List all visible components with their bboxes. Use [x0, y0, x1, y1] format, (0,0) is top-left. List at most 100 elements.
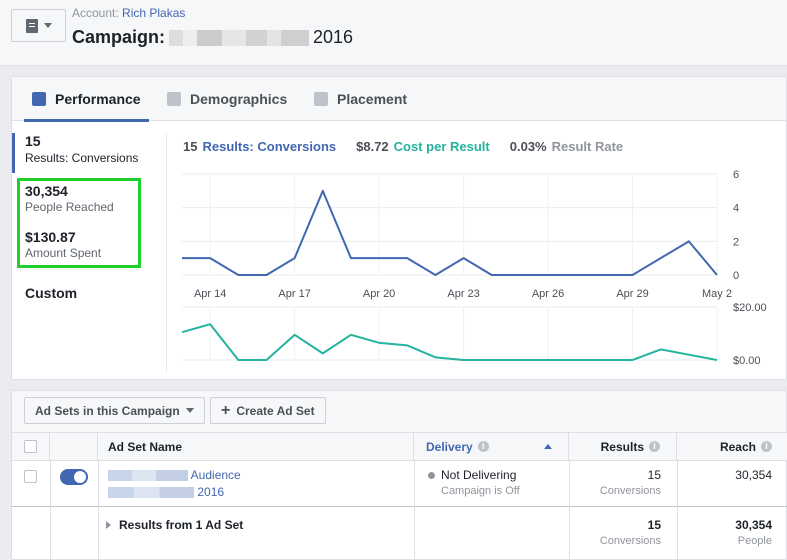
results-value: 15 [647, 468, 661, 482]
custom-link[interactable]: Custom [25, 285, 78, 301]
adset-name-link[interactable]: Audience 2016 [108, 468, 241, 499]
view-menu-button[interactable] [11, 9, 66, 42]
adset-name-line2: 2016 [197, 485, 225, 499]
reach-stat[interactable]: 30,354 People Reached [25, 183, 114, 214]
tab-demographics[interactable]: Demographics [167, 91, 287, 107]
page-header: Account: Rich Plakas Campaign: 2016 [0, 0, 787, 66]
y-tick-label: 6 [733, 169, 739, 181]
header-reach[interactable]: Reach i [677, 433, 787, 461]
column-divider [414, 461, 415, 560]
summary-reach: 30,354 People [677, 518, 772, 547]
campaign-year: 2016 [313, 27, 354, 47]
summary-results-value: 15 [647, 518, 661, 532]
plus-icon: + [221, 401, 231, 419]
sort-up-icon [544, 444, 552, 449]
x-tick-label: Apr 23 [447, 288, 479, 300]
info-icon[interactable]: i [649, 441, 660, 452]
chevron-right-icon [106, 521, 111, 529]
spent-stat[interactable]: $130.87 Amount Spent [25, 229, 101, 260]
x-tick-label: Apr 29 [616, 288, 648, 300]
y-tick-label: $0.00 [733, 355, 761, 367]
y-tick-label: 0 [733, 270, 739, 282]
legend-rate[interactable]: 0.03% Result Rate [510, 139, 623, 154]
summary-label[interactable]: Results from 1 Ad Set [106, 518, 243, 532]
chevron-down-icon [185, 408, 194, 413]
tab-placement[interactable]: Placement [314, 91, 407, 107]
redacted-text [108, 470, 188, 482]
x-tick-label: Apr 26 [532, 288, 564, 300]
series-line-cost [181, 323, 718, 361]
row-checkbox[interactable] [24, 470, 37, 483]
results-stat[interactable]: 15 Results: Conversions [12, 133, 152, 173]
legend-results-label: Results: Conversions [202, 139, 337, 154]
account-name-link[interactable]: Rich Plakas [122, 6, 186, 20]
tab-label: Placement [337, 91, 408, 107]
reach-cell: 30,354 [735, 468, 772, 482]
campaign-prefix: Campaign: [72, 27, 166, 47]
header-toggle-cell [50, 433, 98, 461]
y-tick-label: 4 [733, 203, 739, 215]
info-icon[interactable]: i [477, 441, 489, 452]
column-divider [50, 461, 51, 560]
adsets-toolbar: Ad Sets in this Campaign + Create Ad Set [12, 391, 786, 433]
tab-label: Performance [55, 91, 141, 107]
legend-rate-label: Result Rate [551, 139, 624, 154]
adsets-dropdown-label: Ad Sets in this Campaign [35, 403, 180, 418]
x-tick-label: Apr 17 [278, 288, 310, 300]
header-delivery[interactable]: Delivery i [414, 433, 569, 461]
column-divider [98, 461, 99, 560]
adsets-dropdown[interactable]: Ad Sets in this Campaign [24, 397, 205, 424]
column-label: Delivery [426, 439, 473, 454]
info-icon[interactable]: i [761, 441, 772, 452]
legend-cpr-label: Cost per Result [393, 139, 490, 154]
performance-chart: 6 4 2 0 Apr 14 Apr 17 Apr 20 Apr 23 Apr 26 Apr 29… [181, 169, 767, 367]
placement-icon [314, 92, 328, 106]
delivery-substatus: Campaign is Off [441, 485, 520, 497]
account-line: Account: Rich Plakas [72, 6, 185, 20]
adset-name-visible: Audience [190, 468, 241, 482]
campaign-title: Campaign: 2016 [72, 27, 353, 48]
redacted-campaign-name [169, 29, 310, 46]
series-line-results [182, 189, 718, 276]
results-value: 15 [25, 133, 41, 149]
summary-label-text: Results from 1 Ad Set [119, 518, 244, 532]
summary-reach-value: 30,354 [735, 518, 772, 532]
tab-label: Demographics [190, 91, 288, 107]
redacted-text [108, 487, 194, 499]
legend-results-num: 15 [183, 139, 198, 154]
select-all-checkbox[interactable] [24, 440, 37, 453]
x-tick-label: Apr 20 [363, 288, 395, 300]
people-icon [167, 92, 181, 106]
create-adset-button[interactable]: + Create Ad Set [210, 397, 326, 424]
column-label: Ad Set Name [108, 439, 183, 454]
results-subtext: Conversions [599, 485, 661, 497]
insights-card: Performance Demographics Placement 15 Re… [11, 76, 787, 380]
spent-label: Amount Spent [25, 246, 102, 260]
legend-results[interactable]: 15 Results: Conversions [183, 139, 336, 154]
summary-reach-sub: People [737, 535, 772, 547]
column-label: Results [600, 439, 644, 454]
adsets-section: Ad Sets in this Campaign + Create Ad Set… [11, 390, 787, 560]
adset-toggle[interactable] [60, 469, 88, 485]
footer-divider [12, 506, 787, 507]
spent-value: $130.87 [25, 229, 76, 245]
chevron-down-icon [43, 23, 52, 28]
column-label: Reach [719, 439, 756, 454]
header-results[interactable]: Results i [569, 433, 677, 461]
delivery-cell: Not Delivering Campaign is Off [428, 468, 520, 497]
tab-performance[interactable]: Performance [24, 91, 149, 122]
chart-legend: 15 Results: Conversions $8.72 Cost per Res… [183, 139, 623, 154]
column-divider [569, 461, 570, 560]
legend-cpr-num: $8.72 [356, 139, 389, 154]
account-prefix: Account: [72, 6, 119, 20]
legend-cpr[interactable]: $8.72 Cost per Result [356, 139, 490, 154]
y-tick-label: $20.00 [733, 302, 767, 314]
create-adset-label: Create Ad Set [236, 403, 315, 418]
results-cell: 15 Conversions [569, 468, 661, 497]
header-adset-name[interactable]: Ad Set Name [98, 433, 414, 461]
divider [166, 133, 167, 373]
y-tick-label: 2 [733, 236, 739, 248]
legend-rate-num: 0.03% [509, 139, 547, 154]
x-tick-label: May 2 [702, 288, 732, 300]
x-tick-label: Apr 14 [194, 288, 226, 300]
